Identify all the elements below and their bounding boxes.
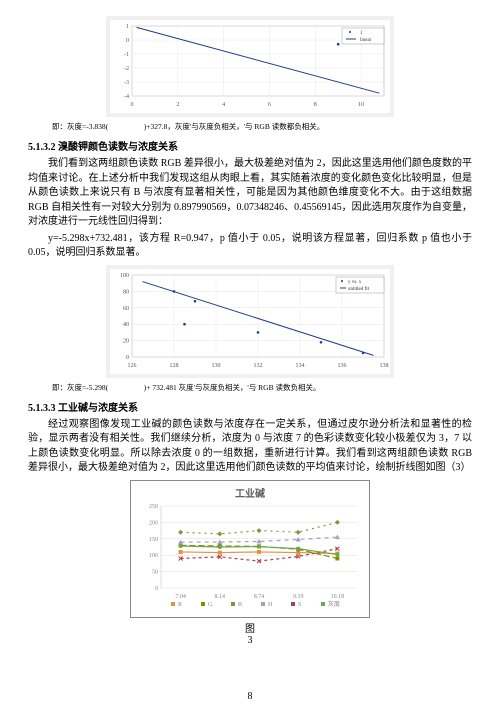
chart-3-svg: 0 50 100 150 200 250 7.04 8.14 8.74 9.19 10.18 R G B H…: [137, 502, 363, 612]
svg-text:0: 0: [126, 355, 129, 361]
svg-text:132: 132: [254, 363, 263, 369]
svg-text:60: 60: [123, 305, 129, 311]
svg-text:130: 130: [212, 363, 221, 369]
svg-text:10.18: 10.18: [331, 594, 345, 600]
svg-text:灰度: 灰度: [328, 600, 340, 608]
svg-text:9.19: 9.19: [293, 594, 304, 600]
caption-2-right: )+ 732.481 灰度'与灰度负相关，'与 RGB 读数负相关。: [144, 383, 321, 392]
svg-text:100: 100: [120, 273, 129, 279]
svg-text:linear: linear: [360, 38, 372, 43]
section-heading-5133: 5.1.3.3 工业碱与浓度关系: [28, 399, 472, 414]
chart-1-svg: -4-3-2-10102468101linear: [110, 20, 390, 110]
svg-text:-1: -1: [124, 52, 129, 58]
chart-2: 0 20 40 60 80 100 126 128 130 132 134 136 138 y vs. x…: [110, 269, 390, 374]
svg-text:200: 200: [149, 520, 158, 526]
svg-text:B: B: [238, 602, 242, 608]
svg-text:G: G: [208, 602, 213, 608]
caption-1-left: 即：灰度=-3.838(: [52, 122, 108, 131]
svg-text:untitled fit: untitled fit: [348, 287, 370, 292]
paragraph-3: 经过观察图像发现工业碱的颜色读数与浓度存在一定关系，但通过皮尔逊分析法和显著性的…: [28, 418, 472, 476]
chart-3-title: 工业碱: [137, 485, 363, 500]
svg-text:H: H: [268, 602, 273, 608]
figure-label: 图 3: [28, 620, 472, 646]
chart-2-caption: 即：灰度=-5.298( )+ 732.481 灰度'与灰度负相关，'与 RGB…: [52, 382, 472, 393]
caption-2-left: 即：灰度=-5.298(: [52, 383, 108, 392]
svg-text:138: 138: [380, 363, 389, 369]
svg-text:50: 50: [152, 569, 158, 575]
svg-text:128: 128: [170, 363, 179, 369]
svg-text:250: 250: [149, 504, 158, 510]
chart-1-caption: 即：灰度=-3.838( )+327.8，灰度'与灰度负相关，'与 RGB 读数…: [52, 121, 472, 132]
svg-text:y vs. x: y vs. x: [348, 280, 362, 285]
caption-1-right: )+327.8，灰度'与灰度负相关，'与 RGB 读数都负相关。: [144, 122, 324, 131]
svg-text:S: S: [298, 602, 301, 608]
svg-text:7.04: 7.04: [175, 594, 186, 600]
svg-text:4: 4: [222, 102, 225, 108]
svg-text:-2: -2: [124, 66, 129, 72]
svg-text:80: 80: [123, 289, 129, 295]
svg-text:8.74: 8.74: [254, 594, 265, 600]
svg-text:8: 8: [314, 102, 317, 108]
page-number: 8: [0, 691, 500, 702]
svg-text:-4: -4: [124, 94, 129, 100]
svg-text:10: 10: [358, 102, 364, 108]
chart-2-container: 0 20 40 60 80 100 126 128 130 132 134 136 138 y vs. x…: [106, 265, 394, 378]
svg-text:20: 20: [123, 338, 129, 344]
svg-text:150: 150: [149, 536, 158, 542]
svg-text:136: 136: [338, 363, 347, 369]
svg-text:0: 0: [155, 586, 158, 592]
paragraph-1: 我们看到这两组颜色读数 RGB 差异很小，最大极差绝对值为 2，因此这里选用他们…: [28, 157, 472, 230]
chart-1-container: -4-3-2-10102468101linear: [106, 16, 394, 117]
svg-text:134: 134: [296, 363, 305, 369]
svg-text:40: 40: [123, 322, 129, 328]
chart-2-svg: 0 20 40 60 80 100 126 128 130 132 134 136 138 y vs. x…: [110, 269, 390, 371]
svg-text:8.14: 8.14: [215, 594, 226, 600]
svg-text:2: 2: [176, 102, 179, 108]
svg-text:0: 0: [126, 38, 129, 44]
svg-text:100: 100: [149, 553, 158, 559]
chart-1: -4-3-2-10102468101linear: [110, 20, 390, 113]
chart-3-container: 工业碱 0 50 100 150 200 250 7.04 8.14 8.74 9.19 10.18…: [130, 480, 370, 618]
paragraph-2: y=-5.298x+732.481，该方程 R=0.947，p 值小于 0.05…: [28, 232, 472, 261]
svg-text:0: 0: [131, 102, 134, 108]
section-heading-5132: 5.1.3.2 溴酸钾颜色读数与浓度关系: [28, 138, 472, 153]
svg-text:R: R: [178, 602, 182, 608]
svg-text:6: 6: [268, 102, 271, 108]
svg-text:-3: -3: [124, 80, 129, 86]
svg-text:126: 126: [128, 363, 137, 369]
svg-text:1: 1: [126, 24, 129, 30]
